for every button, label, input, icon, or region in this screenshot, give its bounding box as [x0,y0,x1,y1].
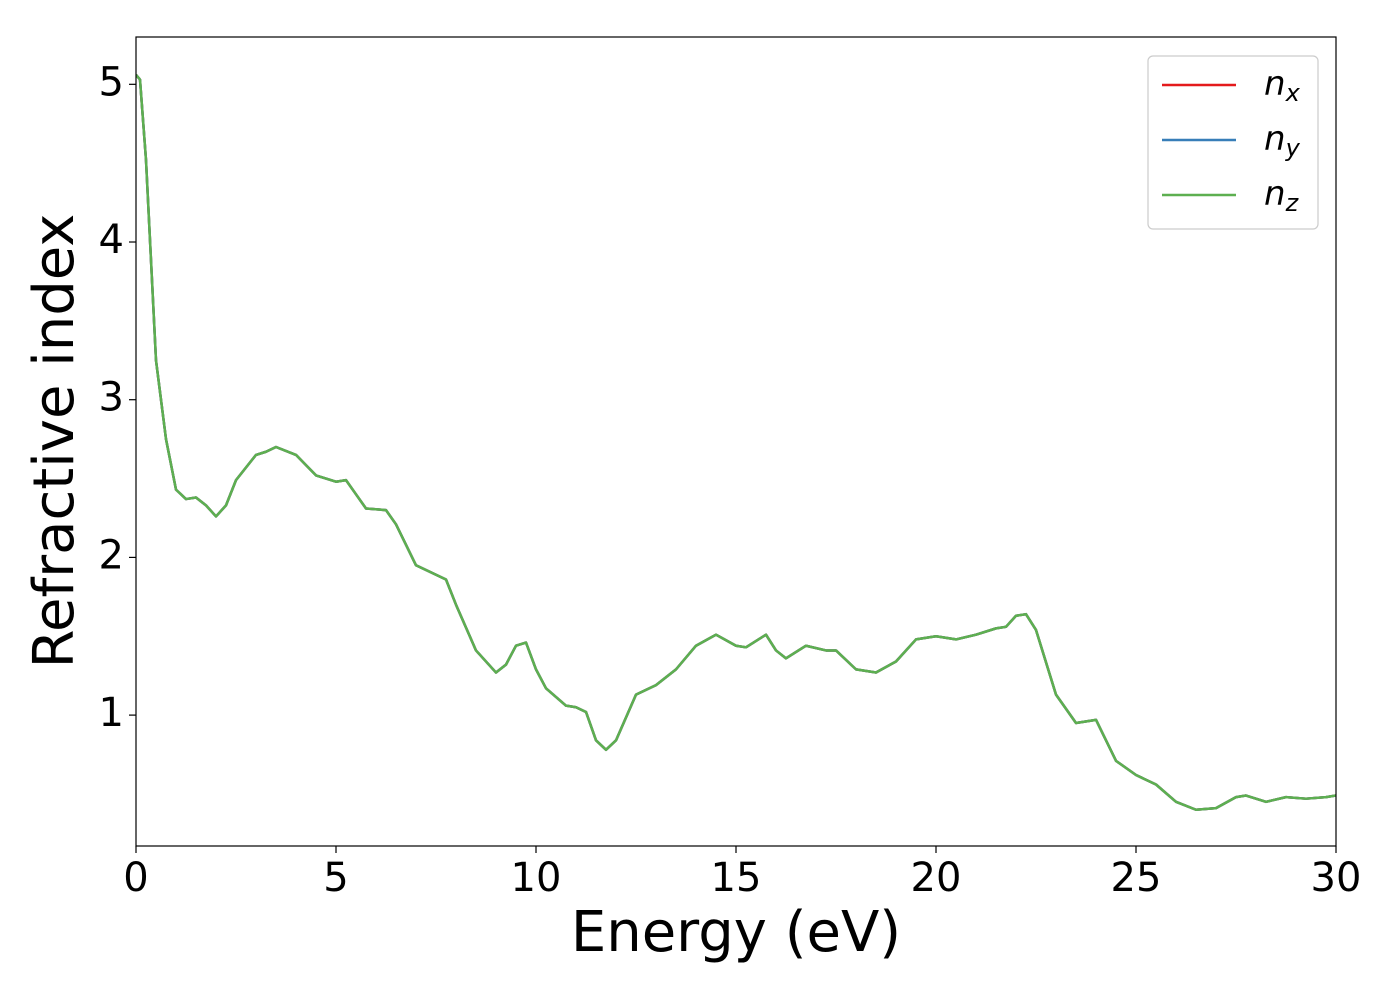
legend-label: nx [1264,64,1301,108]
x-tick-label: 0 [123,855,148,901]
y-tick-label: 5 [99,59,124,105]
x-axis-label: Energy (eV) [571,900,901,965]
plot-frame [135,36,1337,847]
x-tick-label: 20 [911,855,962,901]
y-tick-label: 3 [99,375,124,421]
legend-box [1147,55,1319,230]
x-tick-label: 10 [511,855,562,901]
x-tick-label: 30 [1311,855,1362,901]
y-axis-label: Refractive index [22,214,87,669]
y-tick-label: 2 [99,532,124,578]
y-tick-label: 4 [99,217,124,263]
x-tick-label: 5 [323,855,348,901]
legend-label: ny [1264,119,1301,163]
legend-label: nz [1264,174,1300,218]
x-tick-label: 15 [711,855,762,901]
x-tick-label: 25 [1111,855,1162,901]
y-tick-label: 1 [99,690,124,736]
series-line [136,74,1336,811]
